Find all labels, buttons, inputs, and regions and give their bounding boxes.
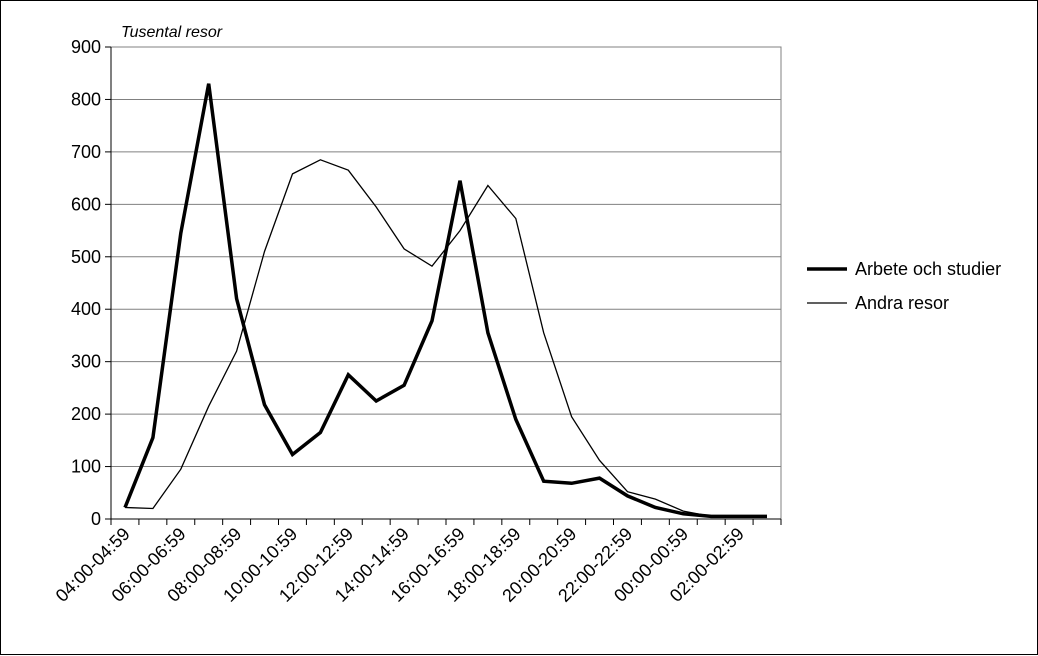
series-line-arbete-och-studier <box>123 83 767 519</box>
y-tick-label: 500 <box>71 247 101 267</box>
y-tick-label: 700 <box>71 142 101 162</box>
y-tick-label: 900 <box>71 37 101 57</box>
series-lines <box>123 83 767 519</box>
y-tick-labels: 0 100 200 300 400 500 600 700 800 900 <box>71 37 101 529</box>
legend-label: Andra resor <box>855 293 949 313</box>
y-tick-label: 200 <box>71 404 101 424</box>
x-tick-labels: 04:00-04:5906:00-06:5908:00-08:5910:00-1… <box>52 524 748 606</box>
y-tick-label: 400 <box>71 299 101 319</box>
y-tick-label: 100 <box>71 457 101 477</box>
legend: Arbete och studier Andra resor <box>807 259 1001 313</box>
y-axis-label: Tusental resor <box>121 24 223 41</box>
y-tick-label: 0 <box>91 509 101 529</box>
axes <box>105 46 782 525</box>
series-line-andra-resor <box>124 159 767 518</box>
y-tick-label: 600 <box>71 194 101 214</box>
y-tick-label: 800 <box>71 89 101 109</box>
y-tick-label: 300 <box>71 352 101 372</box>
legend-label: Arbete och studier <box>855 259 1001 279</box>
